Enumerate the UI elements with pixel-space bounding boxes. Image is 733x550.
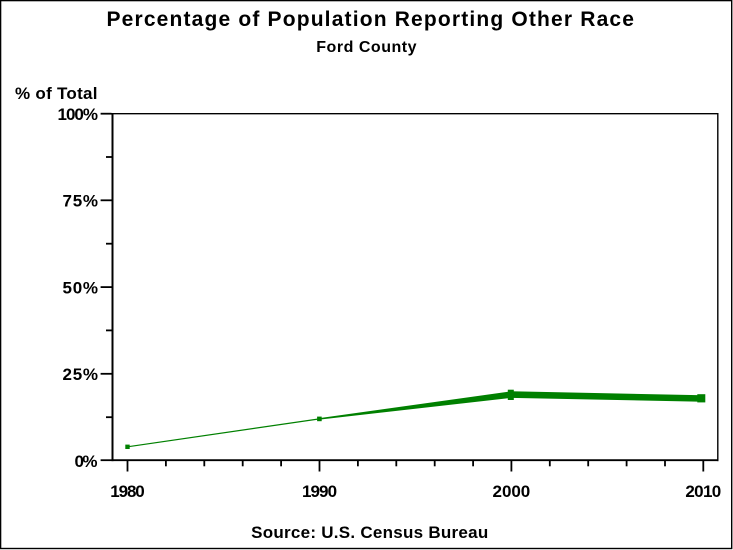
- svg-text:100%: 100%: [58, 105, 99, 124]
- svg-text:25%: 25%: [63, 365, 99, 384]
- svg-text:50%: 50%: [63, 278, 99, 297]
- svg-text:% of Total: % of Total: [15, 84, 98, 103]
- svg-text:2000: 2000: [493, 482, 531, 501]
- svg-text:Ford County: Ford County: [316, 39, 416, 56]
- svg-text:75%: 75%: [63, 192, 99, 211]
- svg-text:1980: 1980: [110, 482, 145, 501]
- svg-text:0%: 0%: [75, 452, 98, 471]
- svg-text:Percentage of Population Repor: Percentage of Population Reporting Other…: [106, 8, 634, 31]
- svg-text:1990: 1990: [302, 482, 337, 501]
- svg-text:Source: U.S. Census Bureau: Source: U.S. Census Bureau: [251, 523, 488, 542]
- svg-text:2010: 2010: [685, 482, 721, 501]
